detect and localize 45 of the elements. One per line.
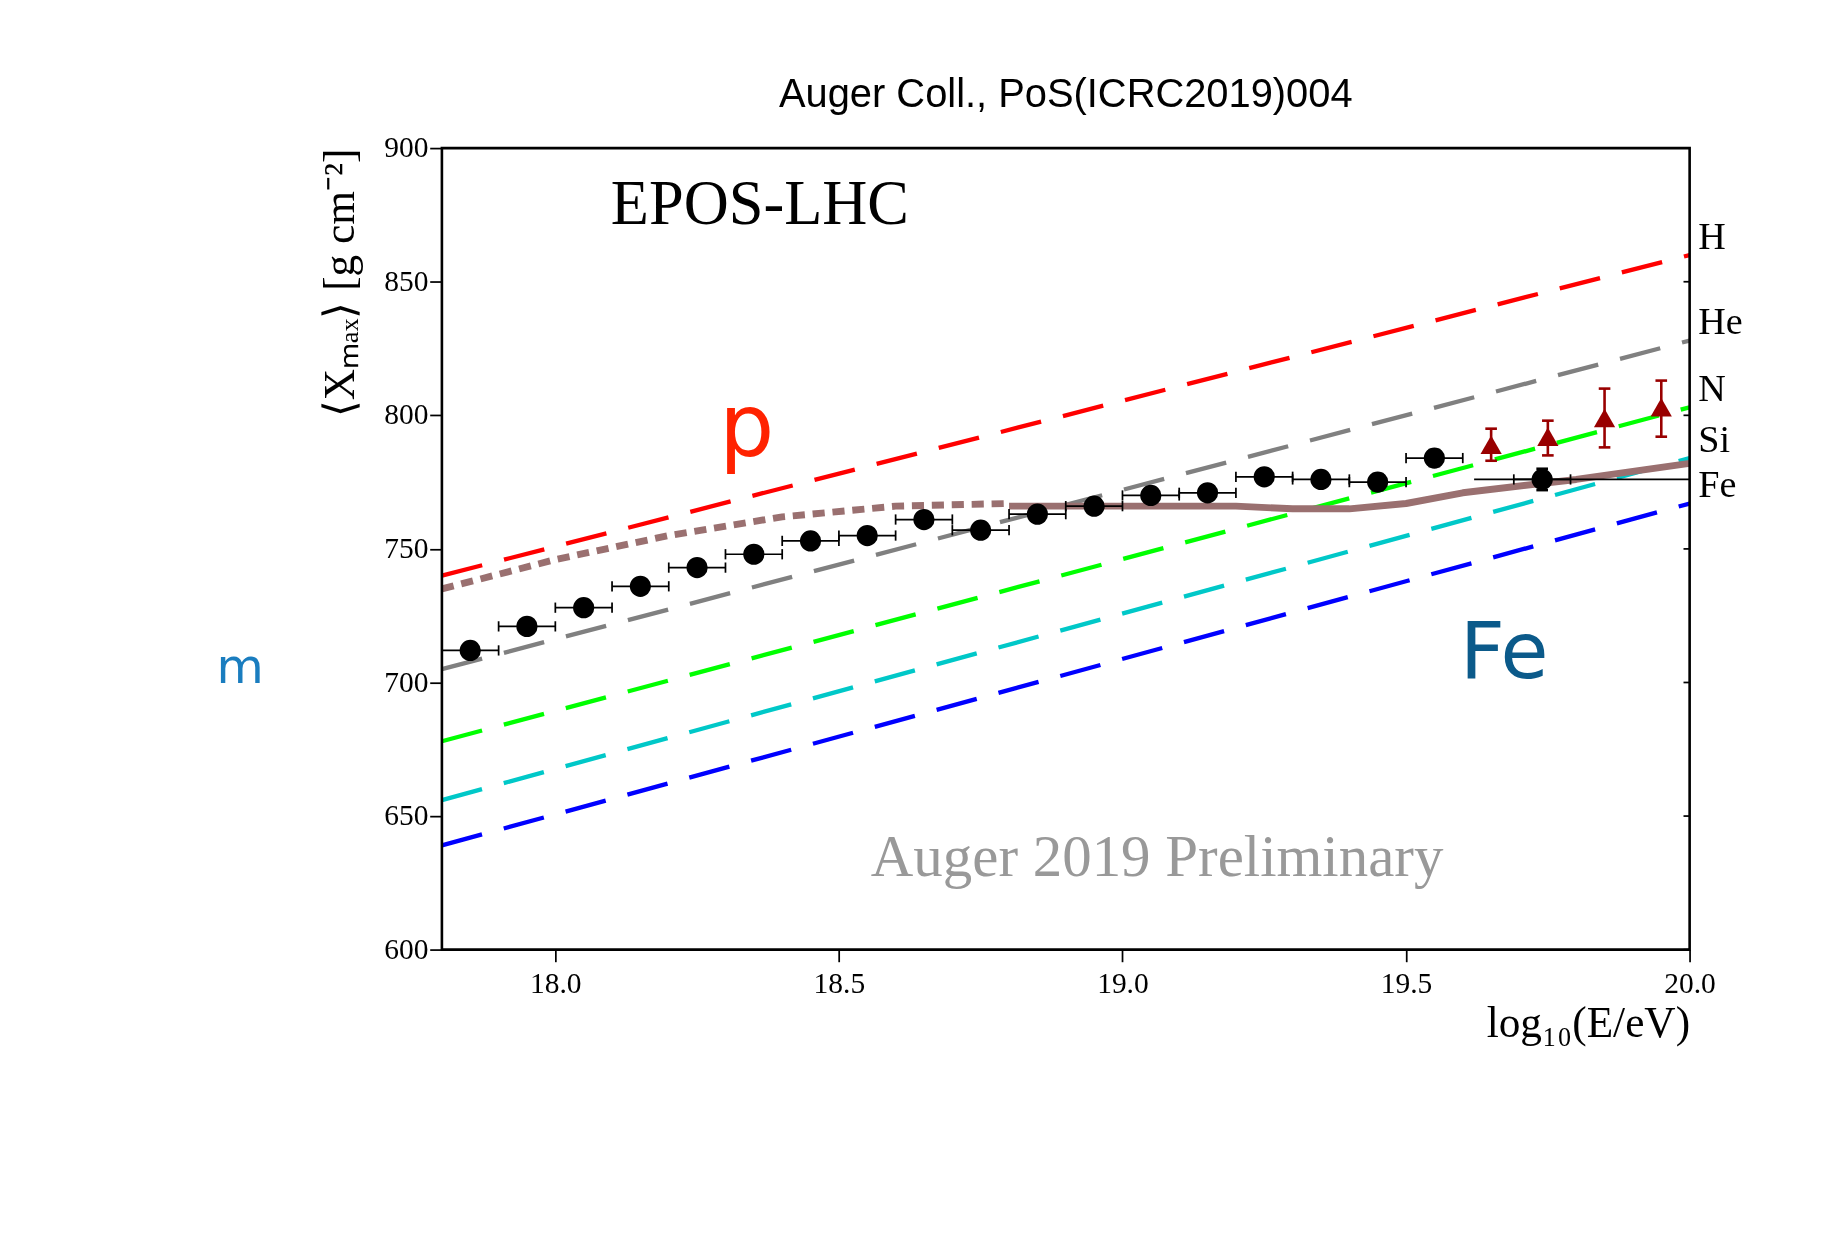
x-tick-label: 18.0	[529, 966, 582, 999]
series-label: H	[1698, 214, 1726, 257]
chart-title: Auger Coll., PoS(ICRC2019)004	[778, 71, 1353, 116]
point	[686, 557, 708, 579]
annotation: Fe	[1460, 606, 1549, 697]
y-tick-label: 800	[384, 398, 429, 431]
point	[970, 519, 992, 541]
point	[629, 575, 652, 597]
annotation: p	[719, 375, 775, 476]
point	[1083, 495, 1105, 517]
y-tick-label: 750	[384, 532, 429, 564]
y-tick-label: 900	[384, 131, 429, 164]
point	[743, 543, 765, 565]
point	[1593, 408, 1616, 428]
series-label: N	[1698, 367, 1726, 410]
x-tick-label: 19.5	[1380, 966, 1433, 999]
point	[1196, 482, 1219, 504]
point	[1537, 427, 1559, 446]
point	[1480, 435, 1502, 454]
x-axis-title: log₁₀(E/eV)	[1486, 997, 1691, 1047]
annotation: Auger 2019 Preliminary	[870, 823, 1444, 889]
y-tick-label: 700	[384, 665, 429, 698]
point	[516, 615, 538, 637]
point	[799, 530, 822, 552]
point	[856, 524, 878, 547]
y-tick-label: 850	[384, 264, 429, 297]
point	[913, 508, 935, 531]
point	[1253, 466, 1275, 488]
x-tick-label: 18.5	[813, 966, 866, 999]
point	[573, 597, 595, 619]
x-tick-label: 20.0	[1664, 966, 1716, 999]
point	[459, 639, 481, 662]
point	[1140, 484, 1162, 507]
series-label: He	[1698, 300, 1743, 343]
point	[1310, 468, 1332, 491]
text: m	[216, 637, 264, 694]
series-label: Fe	[1698, 463, 1737, 506]
point	[1026, 503, 1049, 525]
series-label: Si	[1698, 418, 1731, 460]
point	[1650, 398, 1672, 417]
y-tick-label: 600	[384, 932, 429, 965]
annotation: EPOS-LHC	[610, 167, 909, 237]
x-tick-label: 19.0	[1097, 966, 1149, 999]
y-axis-title: ⟨Xₘₐₓ⟩ [g cm⁻²]	[314, 148, 363, 418]
y-tick-label: 650	[384, 799, 429, 832]
